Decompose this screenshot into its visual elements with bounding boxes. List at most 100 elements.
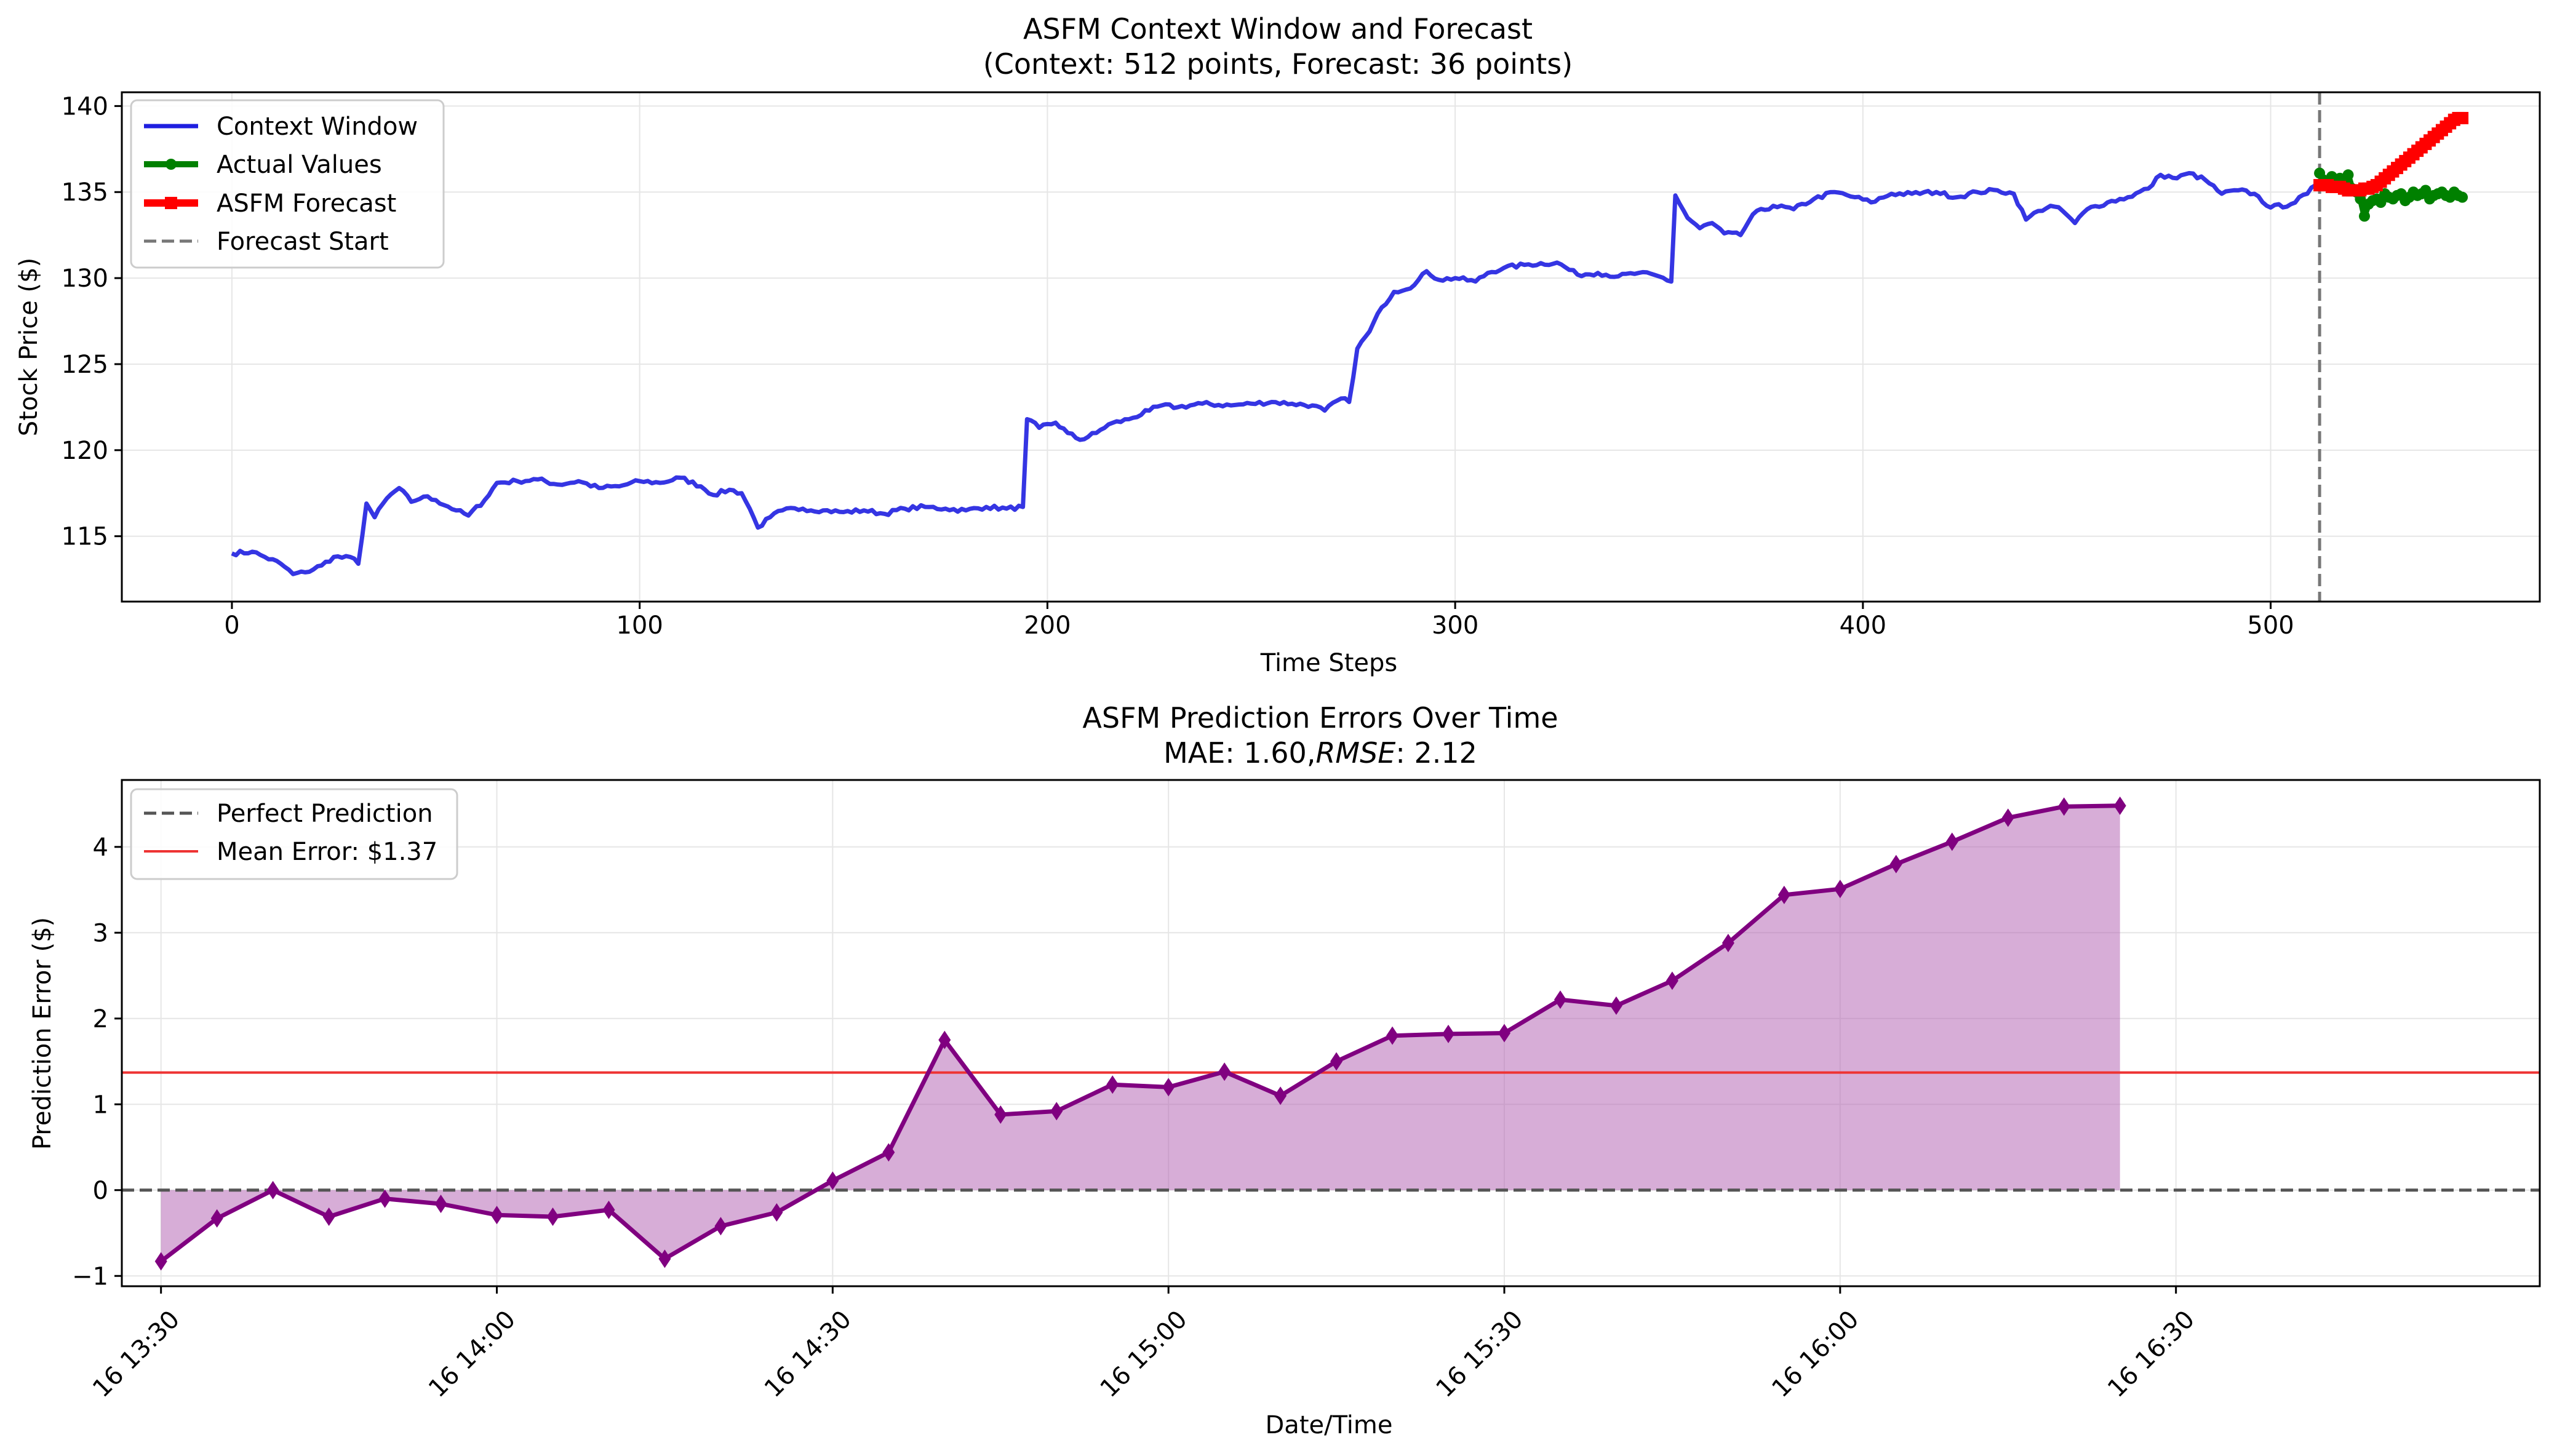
error-point [1050,1102,1063,1121]
legend-box [130,99,445,269]
error-chart-subtitle: MAE: 1.60,RMSE: 2.12 [1163,736,1477,770]
error-chart-subtitle-prefix: MAE: 1.60, [1163,736,1315,770]
legend-label-start: Forecast Start [217,228,389,256]
error-point [1945,832,1958,851]
forecast-chart-plot-area [122,92,2540,602]
error-point [154,1252,167,1271]
error-chart-subtitle-rmse: RMSE [1315,736,1395,770]
error-point [1274,1086,1287,1105]
error-point [1330,1052,1343,1071]
error-point [1554,990,1566,1009]
error-point [434,1195,447,1214]
error-area [161,805,2120,1262]
error-chart-frame [121,779,2541,1287]
forecast-chart-ticks: 0 100 200 300 400 500 115 120 125 130 135 140 [62,92,2294,640]
error-point [1610,996,1622,1015]
error-point [210,1209,223,1228]
x-tick-label: 16 15:00 [1095,1305,1193,1403]
error-point [1889,854,1902,873]
x-tick-label: 16 15:30 [1430,1305,1528,1403]
legend-box [130,788,458,880]
error-chart-subtitle-suffix: : 2.12 [1395,736,1477,770]
error-point [266,1180,279,1199]
error-line [159,803,2120,1263]
x-tick-label: 100 [616,611,663,640]
error-point [938,1030,951,1049]
error-point [882,1143,895,1162]
y-tick-label: 3 [93,919,108,947]
error-chart: ASFM Prediction Errors Over Time MAE: 1.… [28,701,2541,1439]
x-tick-label: 16 14:00 [423,1305,521,1403]
forecast-chart-xlabel: Time Steps [1260,649,1398,677]
x-tick-label: 16 16:00 [1766,1305,1864,1403]
error-point [1498,1024,1511,1043]
error-point [378,1189,391,1208]
error-point [1386,1026,1399,1045]
error-point [490,1206,503,1225]
legend-label-context: Context Window [217,113,418,141]
error-point [714,1217,727,1236]
error-point [1442,1024,1455,1043]
error-point [1665,971,1678,990]
legend-label-actual: Actual Values [217,151,382,179]
error-point [2001,808,2014,827]
error-chart-title: ASFM Prediction Errors Over Time [1082,701,1558,734]
legend-marker-actual [166,159,177,170]
actual-value-point [2457,191,2468,203]
error-point [1721,934,1734,953]
error-point [2057,797,2070,816]
legend-label-forecast: ASFM Forecast [217,189,396,218]
forecast-chart: ASFM Context Window and Forecast (Contex… [15,12,2541,677]
x-tick-label: 500 [2247,611,2294,640]
x-tick-label: 16 16:30 [2102,1305,2200,1403]
y-tick-label: 1 [93,1091,108,1119]
error-point [2113,796,2126,815]
error-point [994,1105,1007,1124]
x-tick-label: 200 [1024,611,1071,640]
legend-marker-forecast [165,197,177,209]
error-point [602,1200,615,1219]
forecast-chart-title: ASFM Context Window and Forecast [1023,12,1533,46]
error-point [1833,880,1846,899]
x-tick-label: 300 [1432,611,1478,640]
error-point [1218,1062,1231,1081]
y-tick-label: −1 [72,1262,108,1291]
forecast-chart-subtitle: (Context: 512 points, Forecast: 36 point… [983,47,1573,81]
error-point [546,1207,559,1227]
x-tick-label: 16 14:30 [759,1305,857,1403]
x-tick-label: 16 13:30 [87,1305,185,1403]
error-point [658,1249,671,1268]
y-tick-label: 130 [62,265,108,293]
legend-label-perfect: Perfect Prediction [217,800,433,828]
x-tick-label: 400 [1840,611,1886,640]
error-point [1162,1078,1175,1097]
error-point [322,1207,335,1227]
forecast-point [2456,111,2469,124]
y-tick-label: 140 [62,92,108,121]
x-tick-label: 0 [224,611,239,640]
error-point [1106,1075,1119,1094]
y-tick-label: 125 [62,351,108,379]
y-tick-label: 135 [62,178,108,207]
forecast-chart-legend: Context Window Actual Values ASFM Foreca… [130,99,445,269]
forecast-chart-grid [122,92,2540,602]
context-window-line [231,171,2317,576]
legend-label-mean: Mean Error: $1.37 [217,838,437,866]
actual-value-point [2342,169,2354,181]
forecast-chart-frame [121,91,2541,603]
forecast-chart-series [231,92,2469,602]
y-tick-label: 115 [62,523,108,551]
error-point [770,1203,783,1222]
actual-value-point [2420,185,2431,196]
error-chart-series [122,796,2540,1271]
error-point [826,1171,839,1190]
error-chart-legend: Perfect Prediction Mean Error: $1.37 [130,788,458,880]
y-tick-label: 0 [93,1177,108,1205]
error-chart-xlabel: Date/Time [1266,1411,1393,1439]
error-point [1777,885,1790,904]
error-chart-ylabel: Prediction Error ($) [28,917,57,1150]
actual-value-point [2375,197,2387,209]
forecast-chart-ylabel: Stock Price ($) [15,258,43,436]
y-tick-label: 4 [93,833,108,862]
